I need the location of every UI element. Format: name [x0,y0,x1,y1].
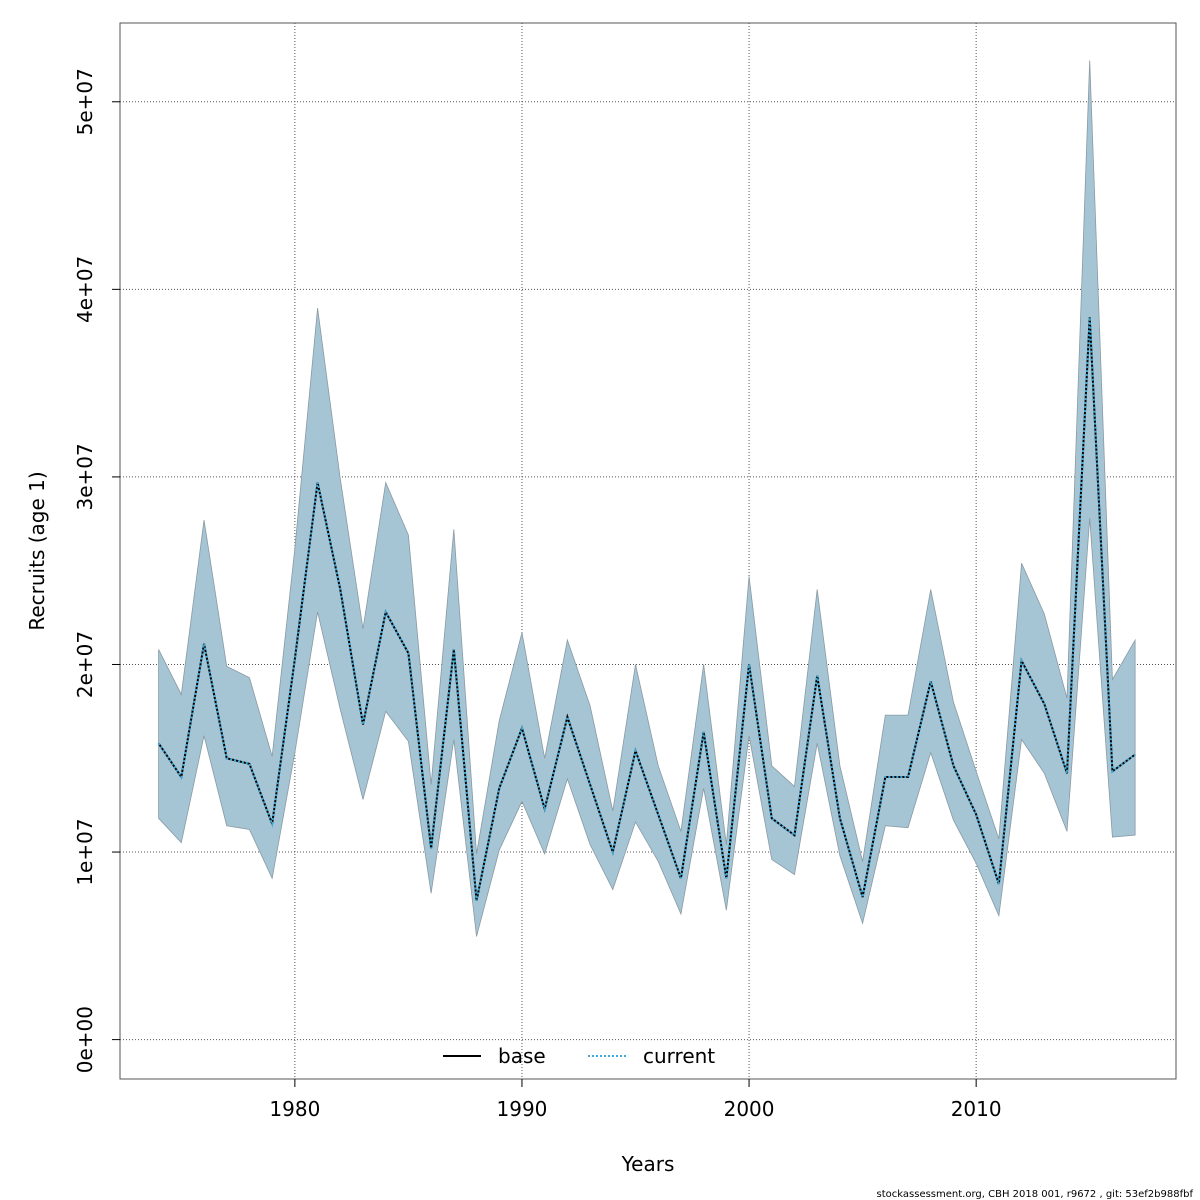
y-tick-label: 3e+07 [73,443,97,510]
y-axis: 0e+00 1e+07 2e+07 3e+07 4e+07 5e+07 [73,68,120,1073]
x-axis-label: Years [621,1152,675,1176]
series-base-line [157,317,1136,902]
legend-current-label: current [643,1044,715,1068]
footer-credit: stockassessment.org, CBH 2018 001, r9672… [877,1189,1194,1200]
x-tick-label: 1990 [497,1097,548,1121]
confidence-band [158,60,1136,937]
x-axis: 1980 1990 2000 2010 [269,1079,1002,1121]
y-tick-label: 0e+00 [73,1006,97,1073]
legend: base current [443,1044,715,1068]
grid [120,23,1176,1079]
x-tick-label: 2000 [724,1097,775,1121]
y-tick-label: 5e+07 [73,68,97,135]
y-tick-label: 1e+07 [73,818,97,885]
y-tick-label: 2e+07 [73,631,97,698]
x-tick-label: 2010 [951,1097,1002,1121]
y-tick-label: 4e+07 [73,256,97,323]
x-tick-label: 1980 [269,1097,320,1121]
plot-frame [119,22,1177,1080]
legend-base-label: base [498,1044,546,1068]
y-axis-label: Recruits (age 1) [25,471,49,630]
